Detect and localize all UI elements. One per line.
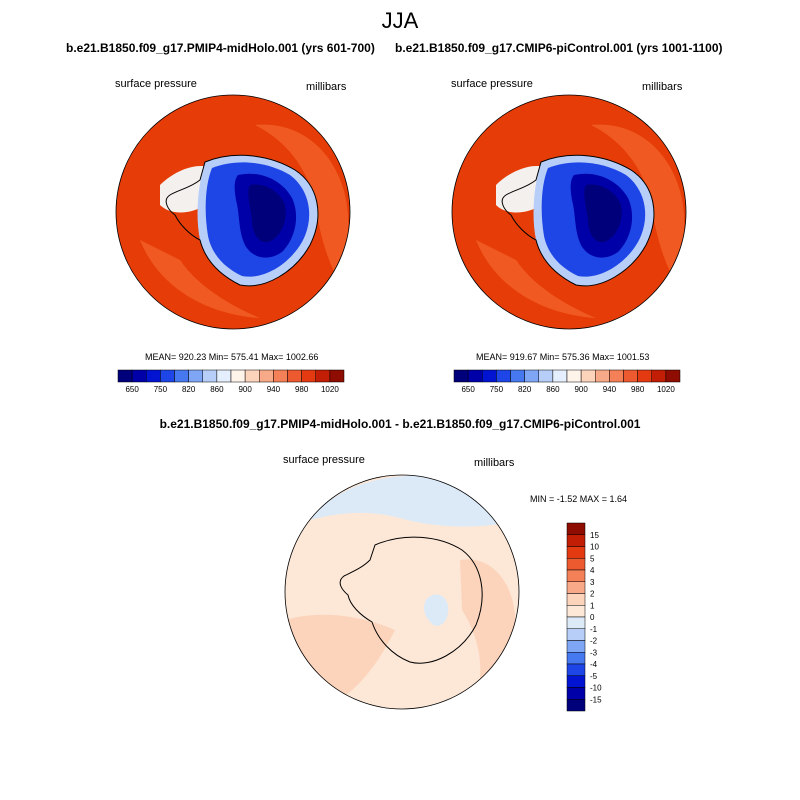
- panel3-right-label: millibars: [474, 457, 515, 469]
- panel1-coastline: [165, 154, 319, 287]
- panel2-colorbar-tick-label: 980: [631, 385, 645, 394]
- panel1-stats: MEAN= 920.23 Min= 575.41 Max= 1002.66: [145, 352, 319, 362]
- panel3-colorbar-tick-label: 15: [590, 531, 599, 540]
- panel3-coastline: [339, 536, 483, 664]
- panel3-colorbar-tick-label: -4: [590, 660, 598, 669]
- panel2-stats: MEAN= 919.67 Min= 575.36 Max= 1001.53: [476, 352, 650, 362]
- panel1-colorbar-tick-label: 750: [154, 385, 168, 394]
- panel2-title: b.e21.B1850.f09_g17.CMIP6-piControl.001 …: [394, 41, 723, 55]
- panel3-colorbar-swatch: [566, 569, 586, 582]
- panel3-colorbar-tick-label: -5: [590, 672, 598, 681]
- panel1-title: b.e21.B1850.f09_g17.PMIP4-midHolo.001 (y…: [66, 41, 375, 55]
- panel3-colorbar-swatch: [566, 687, 586, 700]
- panel3-colorbar-tick-label: -1: [590, 625, 598, 634]
- panel2-colorbar-tick-label: 860: [546, 385, 560, 394]
- panel1-colorbar-tick-label: 940: [267, 385, 281, 394]
- panel1-swirl-south: [140, 240, 260, 318]
- panel3-colorbar-swatch: [566, 652, 586, 665]
- panel1-swirl-east: [255, 124, 350, 301]
- panel2-right-label: millibars: [642, 81, 683, 93]
- panel1-colorbar-tick-label: 900: [238, 385, 252, 394]
- panel3-colorbar-tick-label: 4: [590, 566, 595, 575]
- panel1-colorbar-tick-label: 980: [295, 385, 309, 394]
- panel3-colorbar-swatch: [566, 640, 586, 653]
- panel3-colorbar-tick-label: 0: [590, 613, 595, 622]
- panel3-colorbar-swatch: [566, 663, 586, 676]
- figure-title: JJA: [381, 8, 419, 33]
- panel3-colorbar-swatch: [566, 605, 586, 618]
- panel3-colorbar-tick-label: 10: [590, 543, 599, 552]
- panel3-colorbar-swatch: [566, 699, 586, 712]
- panel3-colorbar-tick-label: 5: [590, 554, 595, 563]
- panel1-left-label: surface pressure: [115, 78, 197, 90]
- panel3-stats: MIN = -1.52 MAX = 1.64: [530, 494, 628, 504]
- panel2-ice-core: [584, 184, 622, 243]
- panel1-map-border: [115, 94, 351, 330]
- panel1-colorbar-tick-label: 650: [125, 385, 139, 394]
- panel2-colorbar-tick-label: 820: [518, 385, 532, 394]
- panel1-colorbar: 650 750 820 860 900 940 980 1020: [117, 369, 345, 394]
- panel2-colorbar-tick-label: 1020: [657, 385, 675, 394]
- panel3-left-label: surface pressure: [283, 454, 365, 466]
- panel3-colorbar-swatch: [566, 581, 586, 594]
- panel3-colorbar-swatch: [566, 628, 586, 641]
- panel2-swirl-south: [476, 240, 596, 318]
- panel3-colorbar-tick-label: -10: [590, 684, 602, 693]
- panel2-colorbar-tick-label: 650: [461, 385, 475, 394]
- panel3-neg-center: [424, 594, 449, 626]
- panel3-colorbar-swatch: [566, 558, 586, 571]
- panel3-map-group: [284, 474, 520, 710]
- panel3-colorbar-tick-label: 3: [590, 578, 595, 587]
- panel3-map-border: [284, 474, 520, 710]
- panel3-colorbar-swatch: [566, 616, 586, 629]
- panel2-colorbar-swatch: [665, 369, 681, 383]
- panel2-left-label: surface pressure: [451, 78, 533, 90]
- panel2-colorbar-tick-label: 900: [574, 385, 588, 394]
- panel2-colorbar-tick-label: 750: [490, 385, 504, 394]
- panel1-colorbar-tick-label: 1020: [321, 385, 339, 394]
- panel3-colorbar-tick-label: -15: [590, 695, 602, 704]
- panel1-ice-core: [248, 184, 286, 243]
- panel3-colorbar-swatch: [566, 534, 586, 547]
- panel1-map-group: [115, 94, 351, 330]
- panel1-colorbar-swatch: [329, 369, 345, 383]
- panel2-coastline: [501, 154, 655, 287]
- panel2-swirl-east: [591, 124, 686, 301]
- panel3-colorbar-tick-label: -3: [590, 648, 598, 657]
- panel2-map-group: [451, 94, 687, 330]
- panel3-colorbar-tick-label: 2: [590, 590, 595, 599]
- panel3-colorbar-tick-label: -2: [590, 637, 598, 646]
- panel3-colorbar-swatch: [566, 593, 586, 606]
- panel1-right-label: millibars: [306, 81, 347, 93]
- panel1-colorbar-tick-label: 820: [182, 385, 196, 394]
- panel3-colorbar-tick-label: 1: [590, 601, 595, 610]
- panel3-colorbar-swatch: [566, 546, 586, 559]
- panel2-map-border: [451, 94, 687, 330]
- panel3-colorbar-swatch: [566, 675, 586, 688]
- panel2-colorbar-tick-label: 940: [603, 385, 617, 394]
- panel3-colorbar-swatch: [566, 522, 586, 535]
- panel1-colorbar-tick-label: 860: [210, 385, 224, 394]
- panel2-colorbar: 650 750 820 860 900 940 980 1020: [453, 369, 681, 394]
- difference-title: b.e21.B1850.f09_g17.PMIP4-midHolo.001 - …: [159, 417, 641, 431]
